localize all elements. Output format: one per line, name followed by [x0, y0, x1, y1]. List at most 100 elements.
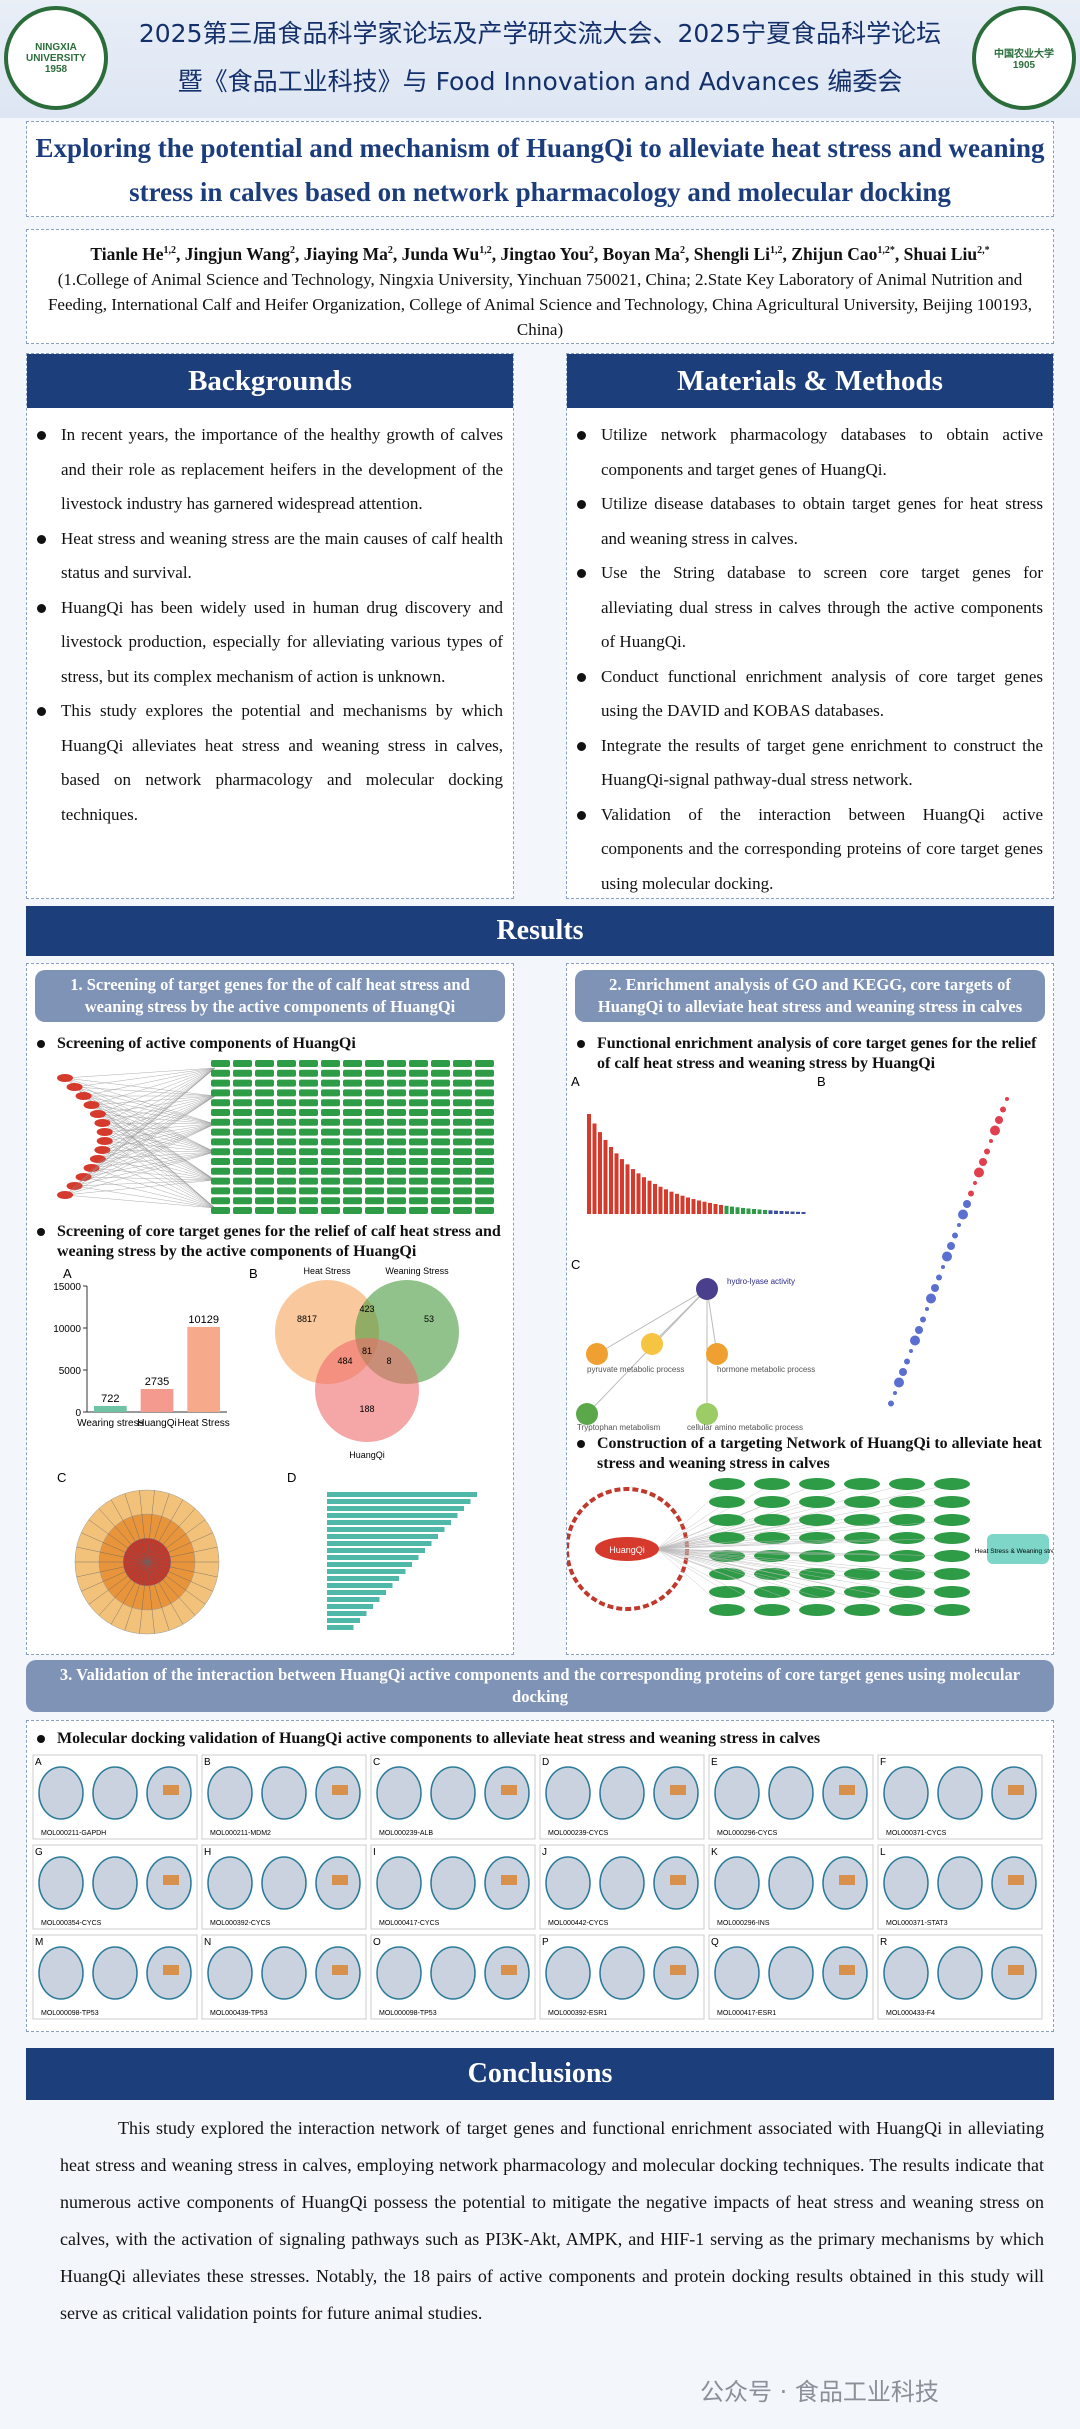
node [387, 1079, 406, 1087]
dot [968, 1190, 974, 1197]
y-tick-label: 15000 [53, 1282, 81, 1293]
node [475, 1138, 494, 1146]
node [409, 1197, 428, 1205]
node [409, 1109, 428, 1116]
node [387, 1118, 406, 1126]
node [387, 1099, 406, 1107]
author-sup: 2 [289, 245, 295, 256]
ligand [163, 1875, 179, 1885]
docking-label: MOL000296-CYCS [717, 1830, 778, 1837]
edge [146, 1519, 206, 1563]
node [255, 1177, 274, 1185]
node [277, 1197, 296, 1205]
author-sup: 2 [679, 245, 685, 256]
author-name: Boyan Ma [602, 243, 680, 264]
enrich-bar [631, 1169, 635, 1214]
author-name: Junda Wu [401, 243, 480, 264]
edge [91, 1123, 216, 1169]
protein [38, 1766, 84, 1820]
node [57, 1191, 73, 1199]
node [211, 1099, 230, 1107]
node [75, 1092, 92, 1100]
panel-label: R [880, 1937, 887, 1948]
edge [97, 1067, 216, 1160]
edge [97, 1095, 216, 1160]
dot [941, 1265, 945, 1269]
edge [146, 1490, 155, 1563]
ligand [1008, 1875, 1024, 1885]
enrich-bar [779, 1210, 784, 1214]
node [211, 1128, 230, 1136]
node [431, 1158, 450, 1165]
node [754, 1532, 790, 1544]
degree-bar [327, 1576, 399, 1581]
protein [883, 1766, 929, 1820]
enrich-bar [598, 1132, 602, 1214]
node [233, 1118, 252, 1126]
center-label: HuangQi [609, 1545, 645, 1555]
node [475, 1128, 494, 1136]
node [233, 1079, 252, 1087]
ligand [670, 1785, 686, 1795]
edge [64, 1077, 216, 1153]
degree-bar [327, 1583, 393, 1588]
node [387, 1060, 406, 1067]
edge [74, 1151, 216, 1187]
edge [83, 1067, 216, 1097]
enrich-bar [592, 1123, 597, 1214]
node [431, 1197, 450, 1205]
node [255, 1197, 274, 1205]
node [299, 1118, 318, 1126]
degree-bar [327, 1492, 477, 1497]
node [453, 1148, 472, 1156]
backgrounds: Backgrounds In recent years, the importa… [26, 353, 514, 899]
node [475, 1197, 494, 1205]
edge [104, 1140, 216, 1181]
node [934, 1496, 970, 1508]
bullet-item: Use the String database to screen core t… [577, 556, 1043, 660]
node [66, 1083, 83, 1091]
node [255, 1158, 274, 1165]
ligand [501, 1785, 517, 1795]
node [409, 1060, 428, 1067]
panel-label: D [542, 1757, 549, 1768]
enrich-bar [801, 1211, 806, 1214]
node [889, 1532, 925, 1544]
ligand [1008, 1785, 1024, 1795]
node [66, 1182, 83, 1190]
node [89, 1155, 106, 1163]
protein [937, 1946, 983, 2000]
edge [656, 1548, 728, 1611]
bullet-item: This study explores the potential and me… [37, 694, 503, 832]
author-sup: 1,2 [163, 245, 177, 256]
node [431, 1148, 450, 1156]
node [299, 1128, 318, 1136]
value-label: 2735 [145, 1376, 169, 1388]
node [934, 1568, 970, 1580]
docking-label: MOL000354-CYCS [41, 1920, 102, 1927]
node [754, 1478, 790, 1490]
node [343, 1109, 362, 1116]
degree-bar [327, 1548, 425, 1553]
node [754, 1550, 790, 1562]
node [799, 1532, 835, 1544]
node [299, 1197, 318, 1205]
x-tick-label: Wearing stress [77, 1418, 144, 1429]
figure: A 0 5000 10000 15000 722 Wearing stress 2735 Hua… [53, 1266, 477, 1635]
protein [883, 1946, 929, 2000]
dot [947, 1242, 955, 1250]
edge [656, 1548, 953, 1557]
node [343, 1069, 362, 1077]
protein [714, 1946, 760, 2000]
node [299, 1207, 318, 1214]
node [365, 1089, 384, 1097]
ligand [501, 1965, 517, 1975]
edge [104, 1067, 216, 1133]
node [387, 1167, 406, 1175]
edge [656, 1537, 773, 1550]
node [889, 1496, 925, 1508]
node [233, 1109, 252, 1116]
node [409, 1167, 428, 1175]
edge [656, 1548, 818, 1557]
node [431, 1089, 450, 1097]
